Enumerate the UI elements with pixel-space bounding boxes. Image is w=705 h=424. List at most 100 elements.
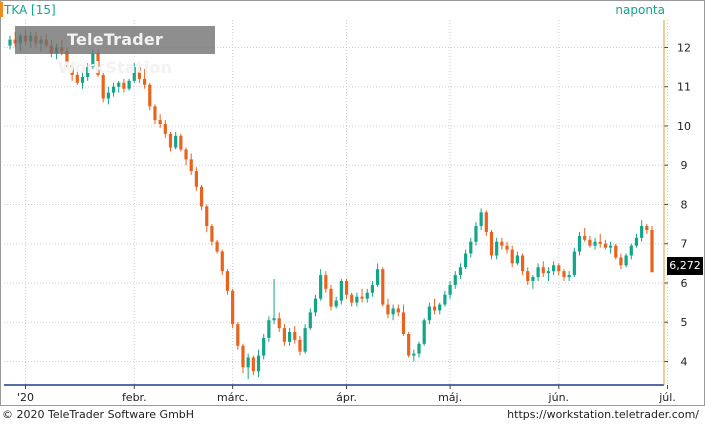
y-tick-label: 8	[681, 198, 688, 211]
candle-body	[552, 265, 556, 272]
candle	[500, 237, 504, 250]
axes: 4 5 6 7 8 9 10 11 12 '20 febr. márc. ápr. máj. jún. júl…	[4, 20, 691, 404]
candle	[339, 279, 343, 305]
y-tick-label: 7	[681, 238, 688, 251]
chart-frame	[0, 0, 705, 406]
candle-body	[256, 355, 261, 372]
candle-body	[469, 241, 473, 254]
candle-body	[86, 67, 90, 77]
candle	[422, 318, 426, 346]
candle	[407, 332, 411, 358]
candle	[287, 328, 292, 346]
candle-body	[567, 275, 571, 278]
candle	[267, 316, 271, 342]
ticker-label[interactable]: TKA [15]	[4, 3, 56, 17]
candle-body	[231, 290, 235, 325]
candle-body	[375, 269, 380, 285]
candle-body	[179, 135, 183, 150]
candle	[350, 292, 354, 307]
candle-body	[220, 251, 224, 272]
candle	[303, 324, 307, 354]
copyright-text: © 2020 TeleTrader Software GmbH	[2, 408, 195, 421]
candle-body	[360, 296, 364, 299]
candle	[174, 131, 178, 150]
candle-body	[484, 212, 488, 232]
candle-body	[168, 133, 173, 148]
x-tick-label: máj.	[438, 391, 462, 404]
candle	[210, 224, 214, 246]
candle-body	[489, 231, 494, 256]
candle-body	[495, 241, 499, 256]
candle	[505, 241, 509, 254]
candle	[324, 271, 328, 293]
candle	[412, 349, 416, 362]
candle-body	[531, 277, 535, 281]
candle-body	[645, 226, 649, 230]
candle-body	[272, 318, 276, 321]
candle	[184, 147, 188, 166]
candle	[365, 288, 369, 303]
candle	[474, 222, 478, 246]
candle	[453, 271, 457, 289]
candle-body	[308, 312, 312, 329]
candle	[489, 229, 494, 260]
candle-body	[122, 82, 126, 89]
candle-body	[70, 65, 74, 75]
candle	[557, 263, 561, 276]
candle	[282, 324, 287, 346]
candle	[552, 261, 556, 276]
candle	[319, 269, 323, 301]
candle-body	[313, 298, 318, 313]
candle	[432, 298, 437, 315]
candle	[251, 355, 255, 376]
candle	[577, 231, 582, 256]
candle	[106, 86, 110, 105]
candle-body	[101, 74, 105, 99]
candle-body	[562, 271, 566, 278]
candle-body	[572, 251, 576, 276]
x-tick-label: febr.	[122, 391, 147, 404]
candle-body	[370, 284, 375, 293]
candle-body	[412, 353, 416, 356]
candle-body	[432, 306, 437, 311]
candle	[567, 271, 571, 281]
candle	[117, 80, 121, 93]
candle-body	[225, 271, 230, 291]
candle-body	[381, 269, 385, 305]
period-label[interactable]: naponta	[615, 3, 665, 17]
candle	[308, 308, 312, 331]
candle	[381, 267, 385, 307]
candle-body	[438, 304, 442, 311]
candle-body	[526, 271, 530, 281]
candle	[515, 251, 519, 266]
candle-body	[267, 320, 271, 338]
y-tick-label: 10	[677, 120, 691, 133]
y-tick-label: 4	[681, 355, 688, 368]
candle	[458, 263, 463, 280]
candle-body	[324, 275, 328, 289]
candle	[143, 69, 147, 89]
candle-body	[339, 280, 343, 301]
candle	[443, 290, 447, 307]
candle	[448, 280, 452, 299]
candle	[137, 65, 142, 83]
source-url[interactable]: https://workstation.teletrader.com/	[507, 408, 699, 421]
candle	[629, 243, 633, 260]
candle-body	[117, 82, 121, 87]
candle	[495, 237, 499, 260]
candle	[484, 210, 488, 236]
candle	[469, 237, 473, 258]
candle	[158, 114, 162, 128]
x-tick-label: jún.	[548, 391, 570, 404]
candle	[329, 284, 333, 311]
candle-body	[350, 294, 354, 303]
candle-body	[153, 106, 157, 121]
candle-body	[148, 84, 152, 107]
candle	[262, 333, 266, 360]
candle-body	[262, 337, 266, 356]
watermark: TeleTrader WorkStation	[15, 26, 215, 77]
candle	[179, 133, 183, 152]
candle-body	[417, 343, 421, 354]
candle	[101, 72, 105, 103]
candle-body	[91, 53, 95, 68]
